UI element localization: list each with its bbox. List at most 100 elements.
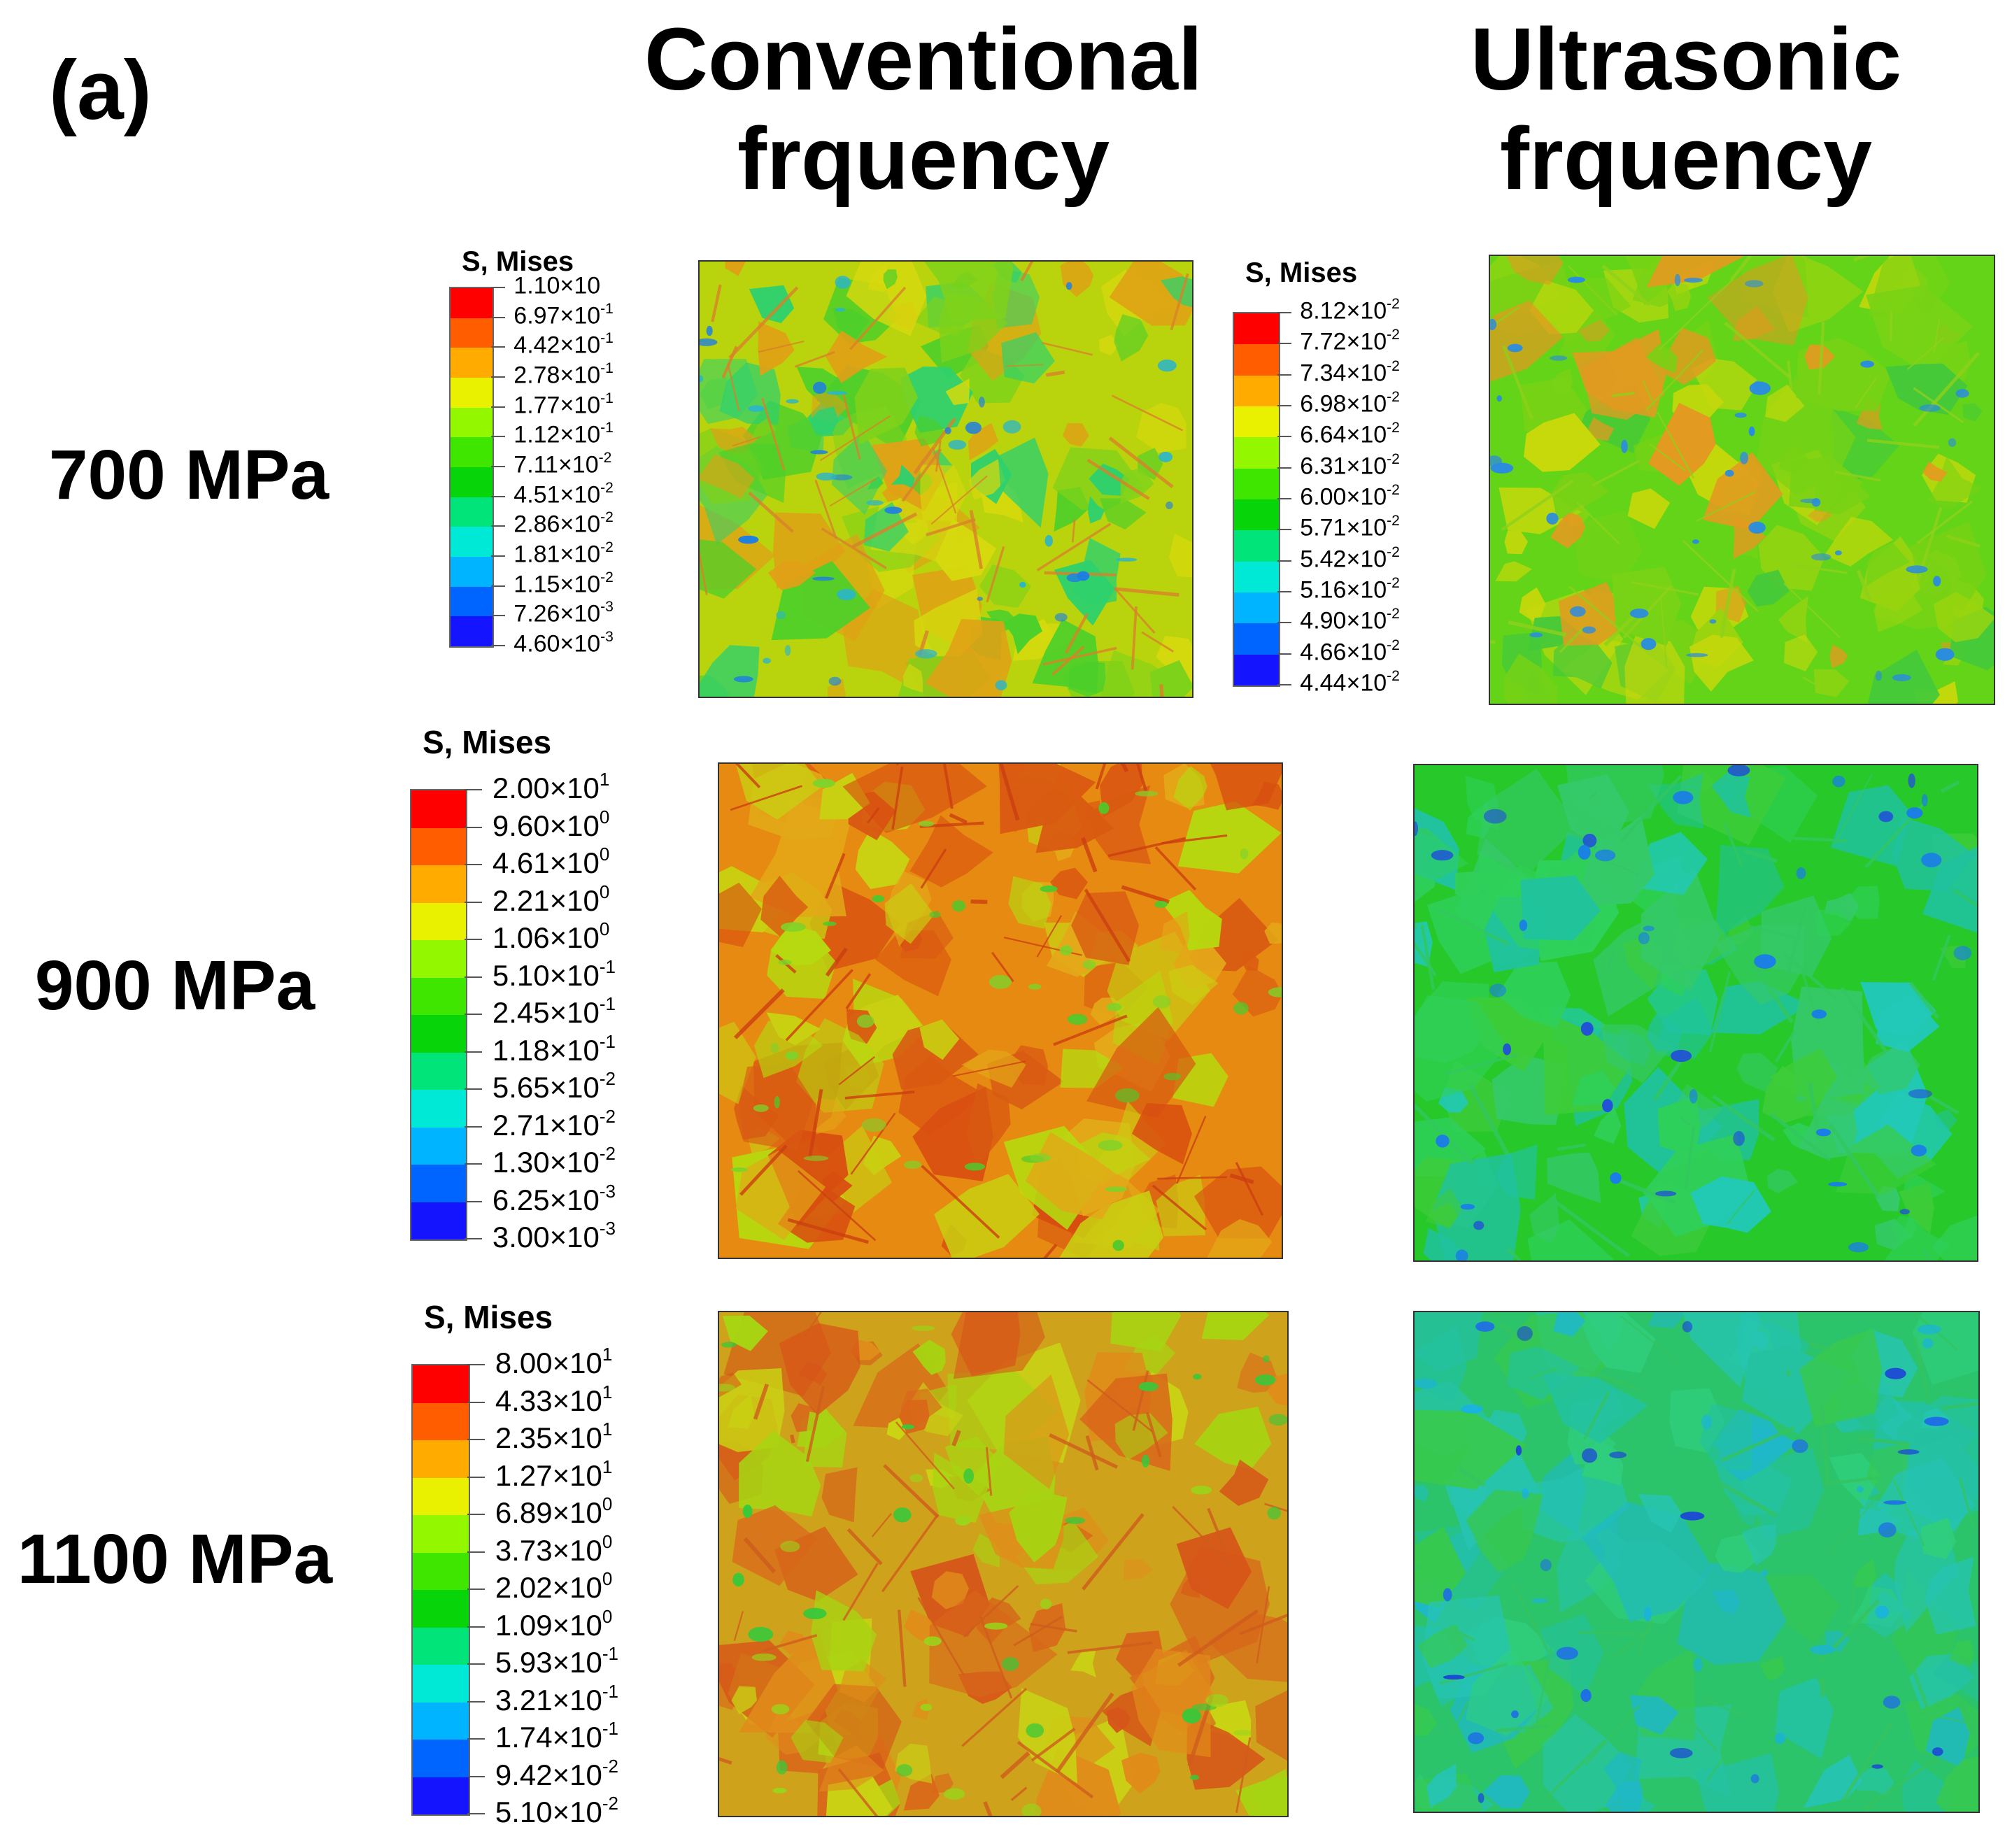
colorbar-tick-label: 1.10×10 <box>513 272 601 299</box>
colorbar-swatch <box>413 1515 469 1553</box>
stress-map-900-conventional <box>718 762 1283 1259</box>
colorbar-tick <box>465 789 483 790</box>
colorbar-tick <box>1277 622 1292 624</box>
colorbar-tick <box>491 645 506 646</box>
colorbar-tick <box>467 1700 486 1703</box>
colorbar-tick-label: 1.15×10-2 <box>513 569 614 598</box>
colorbar-swatch <box>1234 499 1279 531</box>
colorbar-legend-700-ultrasonic: S, Mises 8.12×10-2 7.72×10-2 7.34×10-2 6.98×… <box>1233 257 1464 705</box>
colorbar-tick-label: 5.93×10-1 <box>495 1642 619 1679</box>
colorbar-tick <box>467 1364 486 1365</box>
stress-contour-texture <box>1415 765 1977 1260</box>
colorbar-tick <box>465 1163 483 1165</box>
colorbar-tick <box>1277 312 1292 313</box>
colorbar-tick-label: 6.64×10-2 <box>1300 420 1400 449</box>
stress-contour-texture <box>719 764 1282 1258</box>
colorbar-swatch <box>411 1090 466 1128</box>
colorbar-tick <box>465 901 483 903</box>
colorbar-tick-label: 5.71×10-2 <box>1300 513 1400 542</box>
legend-title: S, Mises <box>423 724 552 760</box>
colorbar-tick-label: 6.89×100 <box>495 1493 613 1530</box>
colorbar-tick-label: 1.77×10-1 <box>513 390 614 419</box>
colorbar-swatch <box>411 1165 466 1202</box>
colorbar-swatch <box>411 977 466 1015</box>
colorbar-tick-label: 6.97×10-1 <box>513 300 614 329</box>
colorbar-legend-700-conventional: S, Mises 1.10×10 6.97×10-1 4.42×10-1 2.78×10… <box>448 246 686 680</box>
colorbar-tick-label: 7.72×10-2 <box>1300 327 1400 356</box>
colorbar <box>449 287 494 648</box>
colorbar-tick <box>1277 405 1292 406</box>
colorbar-tick <box>1277 374 1292 376</box>
colorbar-tick-label: 1.12×10-1 <box>513 420 614 449</box>
colorbar-swatch <box>451 616 493 646</box>
stress-map-1100-conventional <box>718 1311 1289 1817</box>
colorbar-tick <box>467 1551 486 1553</box>
colorbar-tick <box>467 1514 486 1515</box>
colorbar-swatch <box>451 527 493 557</box>
colorbar-swatch <box>1234 561 1279 592</box>
colorbar-tick <box>491 316 506 318</box>
colorbar-tick-label: 6.00×10-2 <box>1300 481 1400 511</box>
colorbar-tick <box>1277 343 1292 345</box>
colorbar-swatch <box>411 827 466 865</box>
colorbar-tick <box>467 1588 486 1590</box>
colorbar-swatch <box>451 348 493 378</box>
colorbar-tick <box>465 1200 483 1202</box>
colorbar-swatch <box>413 1402 469 1440</box>
legend-title: S, Mises <box>424 1299 553 1335</box>
colorbar-tick-label: 6.31×10-2 <box>1300 450 1400 480</box>
colorbar-tick-label: 3.73×100 <box>495 1530 613 1567</box>
colorbar-tick <box>467 1439 486 1440</box>
colorbar-swatch <box>1234 313 1279 345</box>
colorbar-tick-label: 5.65×10-2 <box>492 1067 616 1104</box>
colorbar-tick <box>1277 529 1292 531</box>
colorbar-tick <box>1277 653 1292 655</box>
stress-contour-texture <box>1490 256 1994 704</box>
colorbar-tick-label: 5.42×10-2 <box>1300 543 1400 573</box>
colorbar <box>1233 312 1280 687</box>
column-header-conventional-line1: Conventional <box>644 10 1203 108</box>
colorbar-swatch <box>1234 375 1279 406</box>
colorbar-tick-label: 7.26×10-3 <box>513 599 614 628</box>
colorbar-tick-label: 9.42×10-2 <box>495 1755 619 1791</box>
row-label-900: 900 MPa <box>34 946 316 1025</box>
colorbar-tick-label: 4.42×10-1 <box>513 330 614 360</box>
colorbar-tick <box>491 436 506 438</box>
column-header-conventional-line2: frquency <box>737 109 1110 208</box>
colorbar-tick <box>467 1476 486 1478</box>
colorbar-tick <box>467 1401 486 1403</box>
colorbar-tick-label: 1.30×10-2 <box>492 1142 616 1179</box>
colorbar-tick <box>491 555 506 557</box>
colorbar-tick <box>491 615 506 617</box>
colorbar-swatch <box>411 1202 466 1239</box>
colorbar-swatch <box>411 1015 466 1053</box>
colorbar-tick-label: 6.98×10-2 <box>1300 388 1400 418</box>
colorbar-tick <box>491 376 506 378</box>
colorbar-swatch <box>1234 406 1279 438</box>
colorbar-swatch <box>451 437 493 467</box>
legend-title: S, Mises <box>1245 257 1358 288</box>
colorbar-tick-label: 2.45×10-1 <box>492 993 616 1030</box>
colorbar-tick-label: 4.90×10-2 <box>1300 606 1400 635</box>
stress-map-900-ultrasonic <box>1413 764 1978 1262</box>
stress-map-700-ultrasonic <box>1489 255 1995 705</box>
colorbar-tick <box>1277 436 1292 438</box>
colorbar-tick <box>491 346 506 348</box>
colorbar-tick-label: 4.44×10-2 <box>1300 667 1400 697</box>
column-header-conventional: Conventional frquency <box>609 10 1238 208</box>
colorbar-swatch <box>1234 530 1279 562</box>
colorbar-tick-label: 7.11×10-2 <box>513 449 612 478</box>
colorbar-tick-label: 4.66×10-2 <box>1300 637 1400 666</box>
colorbar-swatch <box>451 407 493 438</box>
colorbar-tick-label: 1.09×100 <box>495 1605 613 1642</box>
colorbar-tick-label: 4.61×100 <box>492 843 610 880</box>
colorbar-tick <box>1277 467 1292 469</box>
column-header-ultrasonic-line1: Ultrasonic <box>1470 10 1902 108</box>
colorbar-swatch <box>451 586 493 617</box>
colorbar-tick <box>465 976 483 978</box>
colorbar-swatch <box>413 1590 469 1628</box>
colorbar-tick-label: 8.00×101 <box>495 1343 613 1380</box>
colorbar-tick <box>465 939 483 940</box>
colorbar-tick-label: 2.78×10-1 <box>513 360 614 389</box>
colorbar-tick <box>465 1238 483 1239</box>
